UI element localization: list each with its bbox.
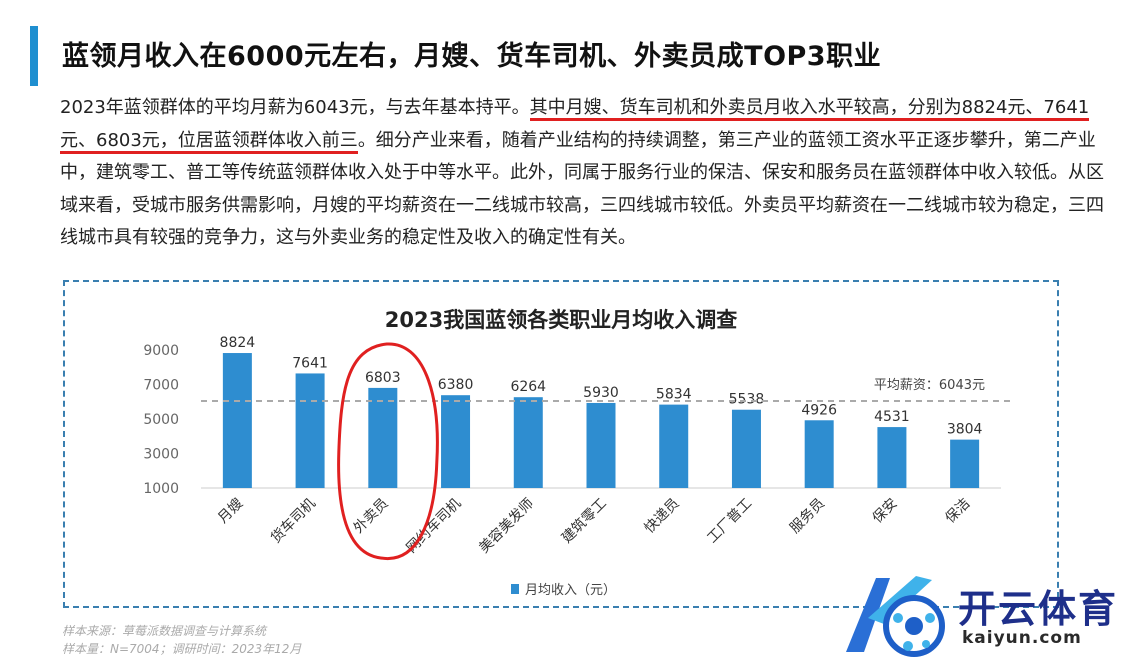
x-tick-label: 货车司机 xyxy=(267,495,319,547)
summary-paragraph: 2023年蓝领群体的平均月薪为6043元，与去年基本持平。其中月嫂、货车司机和外… xyxy=(60,92,1110,255)
bar-value-label: 5930 xyxy=(583,385,619,401)
bar-value-label: 6380 xyxy=(438,377,474,393)
summary-intro: 2023年蓝领群体的平均月薪为6043元，与去年基本持平。 xyxy=(60,97,530,118)
bar-value-label: 5538 xyxy=(729,392,765,408)
x-tick-label: 保安 xyxy=(870,496,901,527)
y-tick-label: 7000 xyxy=(143,378,179,394)
chart-title: 2023我国蓝领各类职业月均收入调查 xyxy=(384,308,738,332)
legend-label: 月均收入（元） xyxy=(525,583,616,598)
title-accent-bar xyxy=(30,26,38,86)
footer-sample: 样本量：N=7004；调研时间：2023年12月 xyxy=(62,642,302,656)
x-tick-label: 外卖员 xyxy=(351,496,392,537)
y-tick-label: 5000 xyxy=(143,412,179,428)
x-tick-label: 快递员 xyxy=(642,496,683,537)
summary-detail: 。细分产业来看，随着产业结构的持续调整，第三产业的蓝领工资水平正逐步攀升，第二产… xyxy=(60,129,1104,249)
page-title: 蓝领月收入在6000元左右，月嫂、货车司机、外卖员成TOP3职业 xyxy=(62,41,882,72)
x-tick-label: 保洁 xyxy=(942,496,973,527)
bar xyxy=(731,409,761,488)
x-tick-label: 月嫂 xyxy=(215,496,246,527)
kaiyun-logo-icon xyxy=(846,576,945,657)
bar xyxy=(950,439,980,488)
logo-text-cn: 开云体育 xyxy=(958,587,1119,631)
x-tick-label: 服务员 xyxy=(787,496,828,537)
bar xyxy=(877,427,907,488)
bar xyxy=(222,353,252,488)
bar xyxy=(659,404,689,488)
x-tick-label: 美容美发师 xyxy=(476,495,538,557)
bar xyxy=(368,387,398,488)
bar xyxy=(441,395,471,488)
average-label: 平均薪资：6043元 xyxy=(874,378,985,393)
legend-swatch xyxy=(511,584,519,594)
bar-value-label: 5834 xyxy=(656,387,692,403)
bar-value-label: 4531 xyxy=(874,409,910,425)
x-tick-label: 工厂普工 xyxy=(704,496,755,547)
bar-value-label: 6264 xyxy=(510,379,546,395)
y-tick-label: 3000 xyxy=(143,447,179,463)
chart-panel: 2023我国蓝领各类职业月均收入调查 9000 7000 5000 3000 1000 8… xyxy=(63,280,1059,608)
y-tick-label: 1000 xyxy=(143,481,179,497)
summary-highlight: 其中月嫂、货车司机和外卖员月收入水平较高，分别为8824元、7641元、6803… xyxy=(60,97,1090,154)
y-tick-label: 9000 xyxy=(143,343,179,359)
bar-value-label: 6803 xyxy=(365,370,401,386)
bar-value-label: 4926 xyxy=(801,402,837,418)
bar xyxy=(804,420,834,488)
bar xyxy=(513,397,543,488)
bar xyxy=(295,373,325,488)
logo-text-en: kaiyun.com xyxy=(962,628,1082,648)
bar-value-label: 3804 xyxy=(947,422,983,438)
footer-source: 样本来源：草莓派数据调查与计算系统 xyxy=(62,624,267,638)
bar-value-label: 7641 xyxy=(292,355,328,371)
highlight-circle xyxy=(337,342,439,561)
bar-value-label: 8824 xyxy=(220,335,256,351)
x-tick-label: 建筑零工 xyxy=(559,496,610,547)
bar xyxy=(586,402,616,488)
bar-chart: 9000 7000 5000 3000 1000 8824 月嫂 7641 货车司机 6803 外卖… xyxy=(143,335,1011,598)
